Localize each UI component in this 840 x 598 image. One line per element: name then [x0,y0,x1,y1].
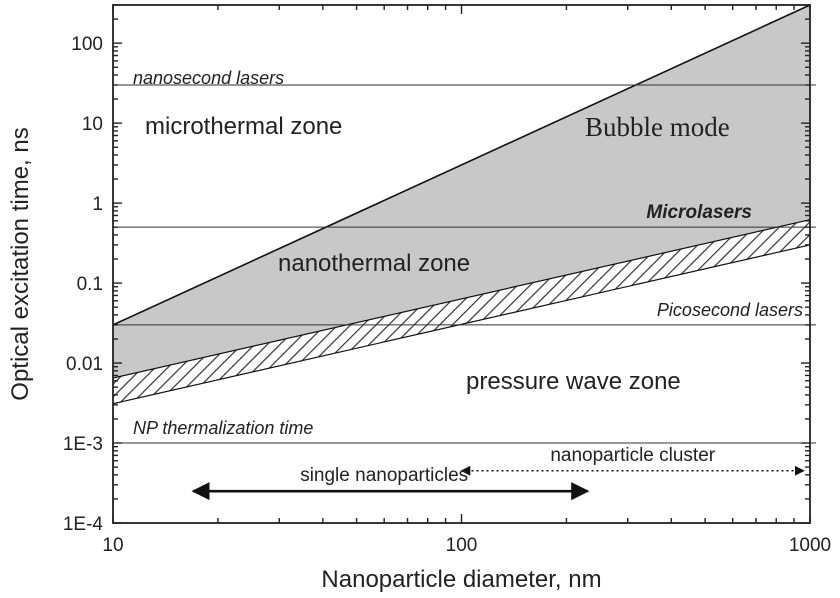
microthermal-zone-label: microthermal zone [145,113,342,140]
y-tick-label: 1E-3 [63,434,103,455]
x-tick-label: 100 [446,535,478,556]
y-tick-label: 0.1 [77,274,103,295]
single-nanoparticles-label: single nanoparticles [300,465,468,486]
y-axis-title: Optical excitation time, ns [7,127,34,400]
stress-confinement-band [113,219,810,404]
nanosecond-lasers-label: nanosecond lasers [133,68,284,88]
y-tick-label: 1E-4 [63,514,104,535]
bubble-mode-label: Bubble mode [585,112,730,142]
nanoparticle-cluster-label: nanoparticle cluster [550,445,715,466]
stress-band-upper-line [112,219,811,379]
y-tick-label: 10 [82,114,103,135]
stress-band-lower-line [112,244,811,405]
x-tick-label: 10 [102,535,123,556]
nanothermal-zone-label: nanothermal zone [278,250,470,277]
np-thermalization-label: NP thermalization time [133,418,313,438]
microlasers-label: Microlasers [646,202,752,223]
x-tick-label: 1000 [789,535,831,556]
thermal-confinement-line [112,4,811,326]
y-tick-label: 100 [71,34,103,55]
y-tick-labels: 1E-4 1E-3 0.01 0.1 1 10 100 [63,34,104,535]
y-tick-label: 0.01 [66,354,103,375]
picosecond-lasers-label: Picosecond lasers [657,300,803,320]
x-axis-title: Nanoparticle diameter, nm [321,566,601,593]
nanothermal-region [113,5,810,378]
y-tick-label: 1 [92,194,103,215]
x-tick-labels: 10 100 1000 [102,535,831,556]
pressure-wave-zone-label: pressure wave zone [466,368,681,395]
plot-area [112,4,816,524]
